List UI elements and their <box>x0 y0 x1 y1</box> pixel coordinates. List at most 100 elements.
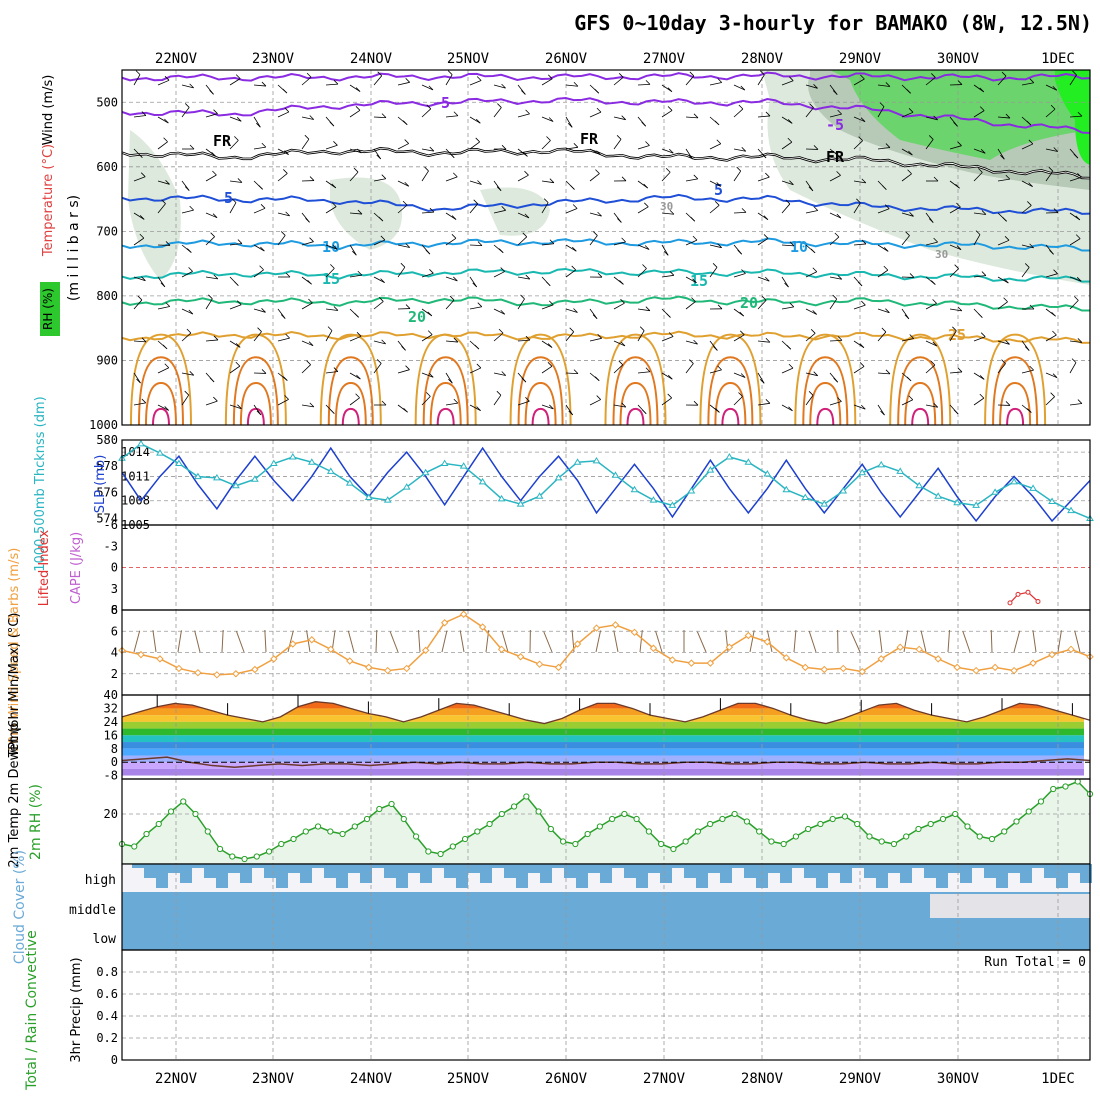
tick-label: 600 <box>96 160 118 174</box>
rh2m-line-point <box>989 836 994 841</box>
rh2m-line-point <box>230 854 235 859</box>
cloud-high-bar <box>456 864 468 888</box>
cloud-high-bar <box>336 864 348 888</box>
cloud-high-bar <box>528 864 540 873</box>
cloud-high-bar <box>708 864 720 873</box>
axis-label: RH (%) <box>41 288 55 330</box>
contour-label: 25 <box>948 326 966 344</box>
rh2m-line-point <box>708 821 713 826</box>
rh2m-line-point <box>561 839 566 844</box>
tick-label: 0.2 <box>96 1031 118 1045</box>
date-label-top: 1DEC <box>1041 51 1075 67</box>
tick-label: -6 <box>104 518 118 532</box>
cloud-high-bar <box>180 864 192 883</box>
tick-label: 0 <box>111 561 118 575</box>
tick-label: 40 <box>104 688 118 702</box>
tick-label: 16 <box>104 728 118 742</box>
cloud-high-bar <box>408 864 420 873</box>
temp-band <box>122 749 1084 756</box>
cloud-high-bar <box>588 864 600 873</box>
lifted-index-point <box>1036 600 1040 604</box>
date-label-top: 24NOV <box>350 51 393 67</box>
cloud-high-bar <box>684 864 696 878</box>
contour-label: FR <box>580 130 599 148</box>
cloud-high-bar <box>288 864 300 873</box>
date-label-top: 26NOV <box>545 51 588 67</box>
rh2m-line-point <box>352 824 357 829</box>
rh2m-line-point <box>475 829 480 834</box>
date-label-bottom: 25NOV <box>447 1071 490 1087</box>
cloud-high-bar <box>444 864 456 878</box>
contour-label: FR <box>213 132 232 150</box>
cloud-high-bar <box>648 864 660 873</box>
axis-label: 2m Temp 2m DewPt (6hr Min/Max) (°C) <box>7 613 22 868</box>
rh2m-line-point <box>548 826 553 831</box>
rh2m-line-point <box>744 819 749 824</box>
contour-label: -5 <box>432 94 450 112</box>
rh2m-line-point <box>193 811 198 816</box>
cloud-high-bar <box>660 864 672 883</box>
rh2m-line-point <box>377 806 382 811</box>
rh2m-line-point <box>1051 786 1056 791</box>
contour-label: -5 <box>826 116 844 134</box>
rh2m-line-point <box>769 839 774 844</box>
date-label-top: 30NOV <box>937 51 980 67</box>
rh2m-line-point <box>634 816 639 821</box>
rh2m-line-point <box>940 816 945 821</box>
date-label-top: 28NOV <box>741 51 784 67</box>
rh2m-line-point <box>524 794 529 799</box>
tick-label: 4 <box>111 646 118 660</box>
rh2m-line-point <box>879 839 884 844</box>
cloud-tick-label: low <box>93 932 117 947</box>
tick-label: 3 <box>111 582 118 596</box>
rh2m-line-point <box>340 831 345 836</box>
lifted-index-point <box>1026 590 1030 594</box>
cloud-high-bar <box>1068 864 1080 873</box>
cloud-high-bar <box>984 864 996 878</box>
cloud-high-bar <box>900 864 912 883</box>
rh2m-line-point <box>818 821 823 826</box>
rh2m-line-point <box>303 829 308 834</box>
rh2m-line-point <box>413 834 418 839</box>
rh2m-line-point <box>842 814 847 819</box>
cloud-high-bar <box>768 864 780 873</box>
page-title: GFS 0~10day 3-hourly for BAMAKO (8W, 12.… <box>574 11 1092 35</box>
rh2m-line-point <box>977 834 982 839</box>
rh2m-line-point <box>1038 799 1043 804</box>
rh2m-line-point <box>891 841 896 846</box>
cloud-high-bar <box>828 864 840 873</box>
cloud-high-bar <box>600 864 612 883</box>
rh2m-line-point <box>279 841 284 846</box>
tick-label: 0 <box>111 755 118 769</box>
rh2m-line-point <box>144 831 149 836</box>
date-label-top: 29NOV <box>839 51 882 67</box>
rh2m-line-point <box>512 804 517 809</box>
contour-label: 30 <box>935 248 948 261</box>
temp-band <box>122 722 1084 729</box>
rh2m-line-point <box>450 844 455 849</box>
rh2m-line-point <box>168 809 173 814</box>
rh2m-line-point <box>793 834 798 839</box>
cloud-high-bar <box>696 864 708 888</box>
cloud-high-bar <box>576 864 588 888</box>
tick-label: 800 <box>96 289 118 303</box>
cloud-high-bar <box>924 864 936 878</box>
temp-band <box>122 729 1084 736</box>
cloud-high-bar <box>156 864 168 888</box>
cloud-high-bar <box>384 864 396 878</box>
rh2m-line-point <box>401 816 406 821</box>
rh2m-line-point <box>622 811 627 816</box>
tick-label: 0 <box>111 1053 118 1067</box>
rh2m-line-point <box>953 811 958 816</box>
cloud-high-bar <box>216 864 228 888</box>
cloud-high-bar <box>504 864 516 878</box>
rh2m-line-point <box>671 846 676 851</box>
rh2m-line-point <box>867 834 872 839</box>
date-label-bottom: 26NOV <box>545 1071 588 1087</box>
contour-label: 20 <box>408 308 426 326</box>
tick-label: 24 <box>104 715 118 729</box>
cloud-high-bar <box>324 864 336 878</box>
temp-band <box>122 755 1084 762</box>
rh2m-line-point <box>217 846 222 851</box>
cloud-high-bar <box>840 864 852 883</box>
